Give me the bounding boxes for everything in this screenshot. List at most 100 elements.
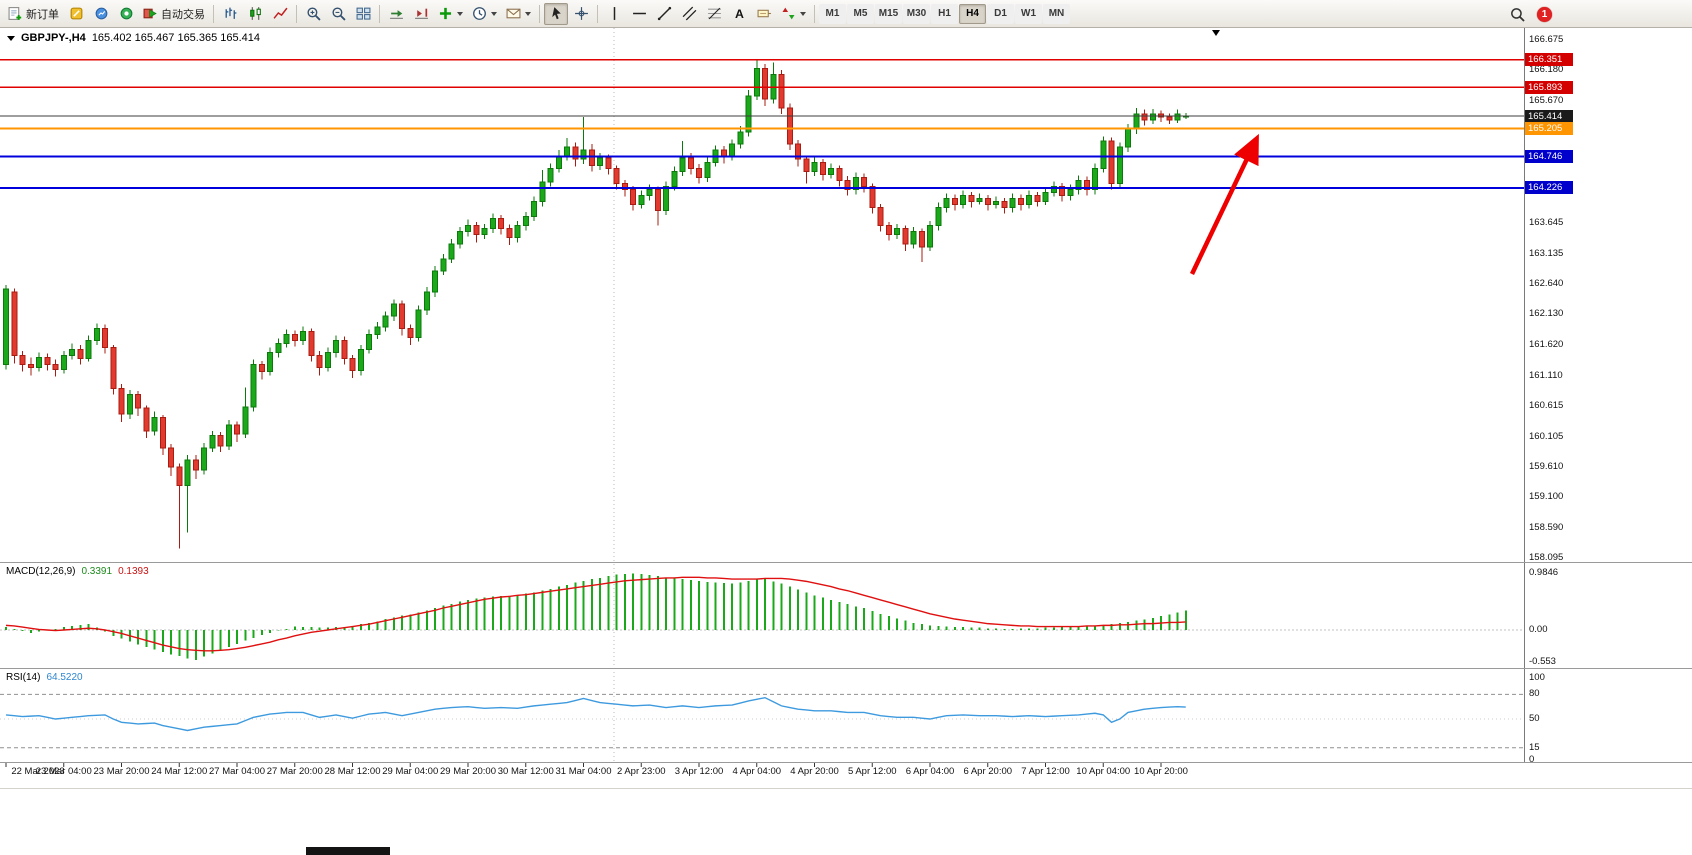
timeframe-m1-button[interactable]: M1 bbox=[819, 3, 846, 24]
candle bbox=[984, 197, 991, 206]
candle bbox=[1108, 140, 1115, 184]
symbol-dropdown-icon[interactable] bbox=[7, 35, 15, 41]
trendline-icon bbox=[657, 6, 671, 21]
candle bbox=[126, 394, 133, 415]
chevron-down-icon bbox=[457, 11, 463, 16]
price-shift-marker-icon[interactable] bbox=[1212, 30, 1220, 36]
candle bbox=[308, 330, 315, 356]
pane-separator-rsi[interactable] bbox=[0, 668, 1692, 669]
time-axis-label: 31 Mar 04:00 bbox=[555, 766, 612, 777]
notification-badge[interactable]: 1 bbox=[1537, 6, 1552, 22]
candle bbox=[918, 231, 925, 248]
crosshair-button[interactable] bbox=[569, 3, 593, 25]
timeframe-m15-button[interactable]: M15 bbox=[875, 3, 902, 24]
ohlc-readout: 165.402 165.467 165.365 165.414 bbox=[91, 32, 261, 44]
chevron-down-icon bbox=[525, 11, 531, 16]
rsi-axis-label: 50 bbox=[1529, 713, 1540, 724]
candle bbox=[184, 459, 191, 486]
candle bbox=[819, 161, 826, 175]
zoom-out-button[interactable] bbox=[326, 3, 350, 25]
candle bbox=[951, 197, 958, 206]
candle bbox=[19, 354, 26, 366]
cursor-button[interactable] bbox=[544, 2, 568, 25]
timeframe-d1-button[interactable]: D1 bbox=[987, 3, 1014, 24]
price-axis-label: 166.675 bbox=[1529, 34, 1564, 45]
candle bbox=[1083, 179, 1090, 190]
channel-button[interactable] bbox=[677, 3, 701, 25]
periods-icon bbox=[473, 7, 486, 20]
candle-chart-button[interactable] bbox=[243, 3, 267, 25]
rsi-axis-label: 80 bbox=[1529, 688, 1540, 700]
auto-scroll-button[interactable] bbox=[384, 3, 408, 25]
candle bbox=[671, 170, 678, 187]
data-window-icon bbox=[120, 7, 132, 20]
price-badge-165.893: 165.893 bbox=[1525, 80, 1573, 94]
market-watch-button[interactable] bbox=[89, 3, 113, 25]
candle bbox=[811, 161, 818, 172]
candle bbox=[1125, 128, 1131, 148]
fibonacci-button[interactable] bbox=[702, 3, 726, 25]
timeframe-m30-button[interactable]: M30 bbox=[903, 3, 930, 24]
candle bbox=[110, 347, 117, 390]
price-axis[interactable] bbox=[1524, 28, 1692, 762]
bar-chart-button[interactable] bbox=[218, 3, 242, 25]
horizontal-line-button[interactable] bbox=[627, 3, 651, 25]
candle bbox=[580, 149, 587, 160]
candle bbox=[621, 182, 628, 190]
candle bbox=[654, 188, 661, 212]
candle bbox=[539, 181, 546, 202]
candle bbox=[638, 194, 645, 206]
candle bbox=[118, 388, 125, 415]
pane-separator-macd[interactable] bbox=[0, 562, 1692, 563]
timeframe-h4-button[interactable]: H4 bbox=[959, 3, 986, 24]
templates-button[interactable] bbox=[502, 3, 535, 25]
zoom-in-button[interactable] bbox=[301, 3, 325, 25]
new-order-button[interactable]: 新订单 bbox=[4, 3, 63, 25]
vertical-line-button[interactable] bbox=[602, 3, 626, 25]
trend-arrow-annotation[interactable] bbox=[1189, 133, 1259, 275]
label-icon bbox=[757, 9, 771, 18]
candle bbox=[324, 351, 331, 369]
metaeditor-button[interactable] bbox=[64, 3, 88, 25]
rsi-axis-label: 0 bbox=[1529, 754, 1535, 765]
candle bbox=[143, 407, 150, 432]
candle bbox=[646, 188, 653, 196]
candle bbox=[432, 270, 438, 293]
candle bbox=[77, 348, 84, 359]
candle bbox=[704, 161, 711, 178]
candle bbox=[836, 167, 843, 181]
candle bbox=[440, 258, 447, 272]
text-button[interactable]: A bbox=[727, 3, 751, 25]
chart-canvas[interactable] bbox=[0, 28, 1524, 768]
price-badge-166.351: 166.351 bbox=[1525, 53, 1573, 67]
trendline-button[interactable] bbox=[652, 3, 676, 25]
candle bbox=[366, 333, 372, 350]
candle bbox=[588, 149, 595, 166]
data-window-button[interactable] bbox=[114, 3, 138, 25]
candle bbox=[357, 348, 364, 372]
chart-shift-button[interactable] bbox=[409, 3, 433, 25]
price-axis-label: 158.095 bbox=[1529, 552, 1564, 563]
candle bbox=[250, 364, 257, 408]
indicators-button[interactable] bbox=[434, 3, 467, 25]
timeframe-m5-button[interactable]: M5 bbox=[847, 3, 874, 24]
arrows-icon bbox=[782, 7, 795, 20]
timeframe-mn-button[interactable]: MN bbox=[1043, 3, 1070, 24]
candle bbox=[234, 424, 240, 435]
candle bbox=[960, 194, 966, 206]
arrows-button[interactable] bbox=[777, 3, 810, 25]
timeframe-w1-button[interactable]: W1 bbox=[1015, 3, 1042, 24]
candle bbox=[291, 333, 298, 341]
price-axis-label: 158.590 bbox=[1529, 522, 1564, 534]
text-label-button[interactable] bbox=[752, 3, 776, 25]
timeframe-h1-button[interactable]: H1 bbox=[931, 3, 958, 24]
search-button[interactable] bbox=[1505, 3, 1529, 25]
autotrading-button[interactable]: 自动交易 bbox=[139, 3, 209, 25]
text-icon: A bbox=[735, 7, 744, 21]
tile-windows-button[interactable] bbox=[351, 3, 375, 25]
line-chart-button[interactable] bbox=[268, 3, 292, 25]
periods-button[interactable] bbox=[468, 3, 501, 25]
candle bbox=[69, 348, 75, 356]
time-axis-label: 6 Apr 04:00 bbox=[905, 766, 955, 777]
toolbar: 新订单 自动交易 A M1 M5 M15 M30 H1 H4 D1 W1 MN bbox=[0, 0, 1692, 28]
